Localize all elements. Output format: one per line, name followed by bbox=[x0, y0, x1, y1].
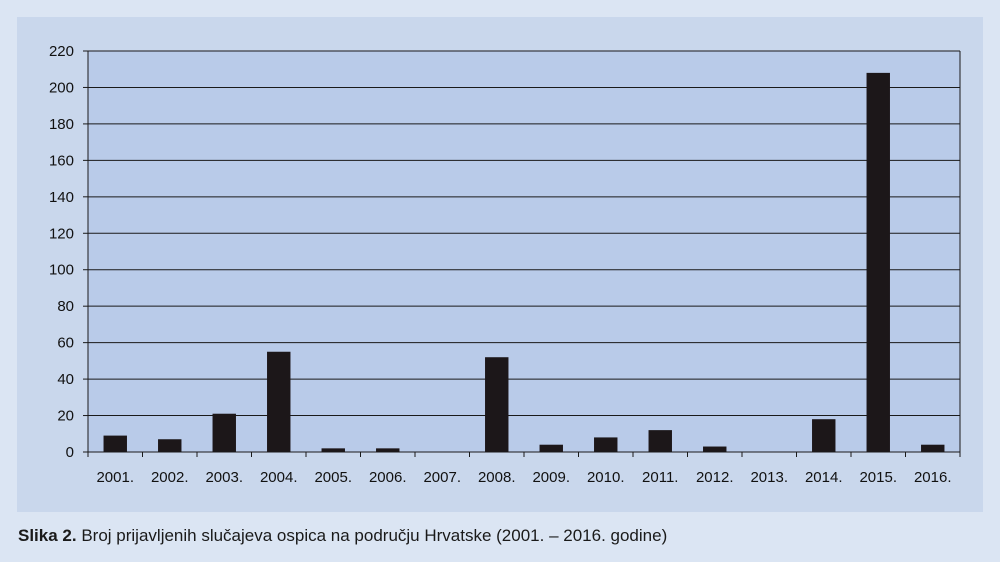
y-tick-label: 60 bbox=[57, 335, 74, 352]
y-tick-label: 40 bbox=[57, 371, 74, 388]
x-tick-label: 2005. bbox=[314, 469, 352, 486]
bar bbox=[103, 435, 127, 452]
bar bbox=[376, 448, 400, 452]
y-axis-tick-labels: 0 20 40 60 80 100 120 140 160 180 200 220 bbox=[49, 43, 74, 461]
x-tick-label: 2006. bbox=[369, 469, 407, 486]
x-tick-label: 2014. bbox=[805, 469, 843, 486]
caption-text: Broj prijavljenih slučajeva ospica na po… bbox=[76, 526, 668, 545]
bar bbox=[267, 351, 291, 452]
x-tick-label: 2013. bbox=[750, 469, 788, 486]
bar bbox=[921, 444, 945, 452]
bar bbox=[539, 444, 563, 452]
y-tick-label: 200 bbox=[49, 79, 74, 96]
x-tick-label: 2004. bbox=[260, 469, 298, 486]
x-axis-category-labels: 2001. 2002. 2003. 2004. 2005. 2006. 2007. 2008.… bbox=[87, 452, 961, 486]
bar bbox=[212, 413, 236, 452]
bar bbox=[812, 419, 836, 452]
x-tick-label: 2001. bbox=[96, 469, 134, 486]
x-tick-label: 2010. bbox=[587, 469, 625, 486]
x-tick-label: 2007. bbox=[423, 469, 461, 486]
x-tick-label: 2015. bbox=[859, 469, 897, 486]
plot-area bbox=[88, 51, 960, 452]
bar bbox=[158, 439, 182, 452]
bar bbox=[648, 430, 672, 452]
x-tick-label: 2016. bbox=[914, 469, 952, 486]
y-tick-label: 80 bbox=[57, 298, 74, 315]
bar bbox=[866, 72, 890, 452]
y-tick-label: 180 bbox=[49, 116, 74, 133]
bars bbox=[103, 72, 945, 452]
y-tick-label: 100 bbox=[49, 262, 74, 279]
x-tick-label: 2009. bbox=[532, 469, 570, 486]
figure-caption: Slika 2. Broj prijavljenih slučajeva osp… bbox=[18, 526, 667, 546]
y-tick-label: 220 bbox=[49, 43, 74, 60]
bar bbox=[485, 357, 509, 452]
bar bbox=[594, 437, 618, 452]
y-tick-label: 120 bbox=[49, 225, 74, 242]
y-tick-label: 0 bbox=[66, 444, 74, 461]
x-tick-label: 2002. bbox=[151, 469, 189, 486]
x-tick-label: 2003. bbox=[205, 469, 243, 486]
caption-label: Slika 2. bbox=[18, 526, 77, 545]
x-tick-label: 2008. bbox=[478, 469, 516, 486]
y-tick-label: 20 bbox=[57, 408, 74, 425]
x-tick-label: 2012. bbox=[696, 469, 734, 486]
bar bbox=[321, 448, 345, 452]
y-tick-label: 160 bbox=[49, 152, 74, 169]
x-tick-label: 2011. bbox=[642, 469, 678, 486]
y-tick-label: 140 bbox=[49, 189, 74, 206]
bar bbox=[703, 446, 727, 452]
